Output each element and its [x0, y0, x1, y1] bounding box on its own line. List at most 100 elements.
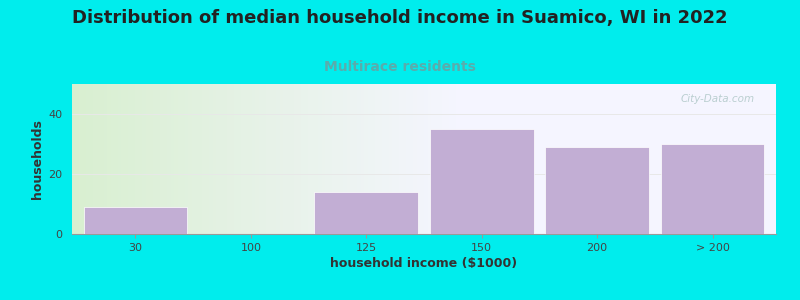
- Bar: [519, 84, 522, 234]
- Bar: [114, 84, 118, 234]
- Bar: [339, 84, 343, 234]
- Bar: [533, 84, 537, 234]
- Bar: [628, 84, 632, 234]
- Bar: [484, 84, 487, 234]
- Bar: [720, 84, 723, 234]
- Bar: [723, 84, 726, 234]
- Bar: [100, 84, 104, 234]
- Bar: [445, 84, 449, 234]
- Bar: [642, 84, 646, 234]
- Text: Multirace residents: Multirace residents: [324, 60, 476, 74]
- Bar: [618, 84, 621, 234]
- Bar: [202, 84, 206, 234]
- Bar: [311, 84, 315, 234]
- Bar: [681, 84, 685, 234]
- Bar: [537, 84, 540, 234]
- Bar: [474, 84, 477, 234]
- Y-axis label: households: households: [31, 119, 44, 199]
- Bar: [157, 84, 160, 234]
- Bar: [248, 84, 251, 234]
- Bar: [406, 84, 410, 234]
- Bar: [434, 84, 438, 234]
- Bar: [181, 84, 185, 234]
- Bar: [741, 84, 744, 234]
- Bar: [498, 84, 502, 234]
- Bar: [104, 84, 107, 234]
- Bar: [607, 84, 610, 234]
- X-axis label: household income ($1000): household income ($1000): [330, 257, 518, 270]
- Bar: [83, 207, 187, 234]
- Bar: [185, 84, 188, 234]
- Bar: [773, 84, 776, 234]
- Bar: [674, 84, 678, 234]
- Bar: [568, 84, 572, 234]
- Bar: [635, 84, 638, 234]
- Bar: [709, 84, 713, 234]
- Bar: [75, 84, 79, 234]
- Bar: [603, 84, 607, 234]
- Bar: [403, 84, 406, 234]
- Bar: [122, 84, 125, 234]
- Bar: [210, 84, 213, 234]
- Bar: [354, 84, 357, 234]
- Bar: [290, 84, 294, 234]
- Bar: [698, 84, 702, 234]
- Bar: [716, 84, 720, 234]
- Bar: [269, 84, 273, 234]
- Bar: [449, 84, 452, 234]
- Bar: [421, 84, 424, 234]
- Bar: [572, 84, 575, 234]
- Bar: [298, 84, 301, 234]
- Bar: [646, 84, 650, 234]
- Bar: [477, 84, 480, 234]
- Bar: [638, 84, 642, 234]
- Bar: [304, 84, 308, 234]
- Bar: [562, 84, 565, 234]
- Bar: [751, 84, 755, 234]
- Bar: [621, 84, 625, 234]
- Bar: [430, 129, 534, 234]
- Bar: [163, 84, 167, 234]
- Bar: [167, 84, 170, 234]
- Bar: [220, 84, 223, 234]
- Bar: [174, 84, 178, 234]
- Bar: [198, 84, 202, 234]
- Bar: [526, 84, 530, 234]
- Bar: [522, 84, 526, 234]
- Bar: [762, 84, 766, 234]
- Bar: [318, 84, 322, 234]
- Bar: [258, 84, 262, 234]
- Bar: [216, 84, 220, 234]
- Bar: [72, 84, 75, 234]
- Bar: [374, 84, 378, 234]
- Bar: [90, 84, 93, 234]
- Bar: [378, 84, 382, 234]
- Bar: [769, 84, 773, 234]
- Bar: [139, 84, 142, 234]
- Bar: [386, 84, 389, 234]
- Bar: [650, 84, 653, 234]
- Bar: [192, 84, 195, 234]
- Bar: [515, 84, 519, 234]
- Bar: [213, 84, 216, 234]
- Bar: [656, 84, 660, 234]
- Bar: [153, 84, 157, 234]
- Bar: [286, 84, 290, 234]
- Bar: [255, 84, 258, 234]
- Bar: [480, 84, 484, 234]
- Bar: [79, 84, 82, 234]
- Bar: [128, 84, 132, 234]
- Bar: [227, 84, 230, 234]
- Bar: [170, 84, 174, 234]
- Bar: [414, 84, 417, 234]
- Bar: [118, 84, 122, 234]
- Bar: [695, 84, 698, 234]
- Bar: [632, 84, 635, 234]
- Bar: [350, 84, 354, 234]
- Bar: [389, 84, 392, 234]
- Bar: [107, 84, 110, 234]
- Text: City-Data.com: City-Data.com: [681, 94, 755, 104]
- Text: Distribution of median household income in Suamico, WI in 2022: Distribution of median household income …: [72, 9, 728, 27]
- Bar: [223, 84, 227, 234]
- Bar: [530, 84, 533, 234]
